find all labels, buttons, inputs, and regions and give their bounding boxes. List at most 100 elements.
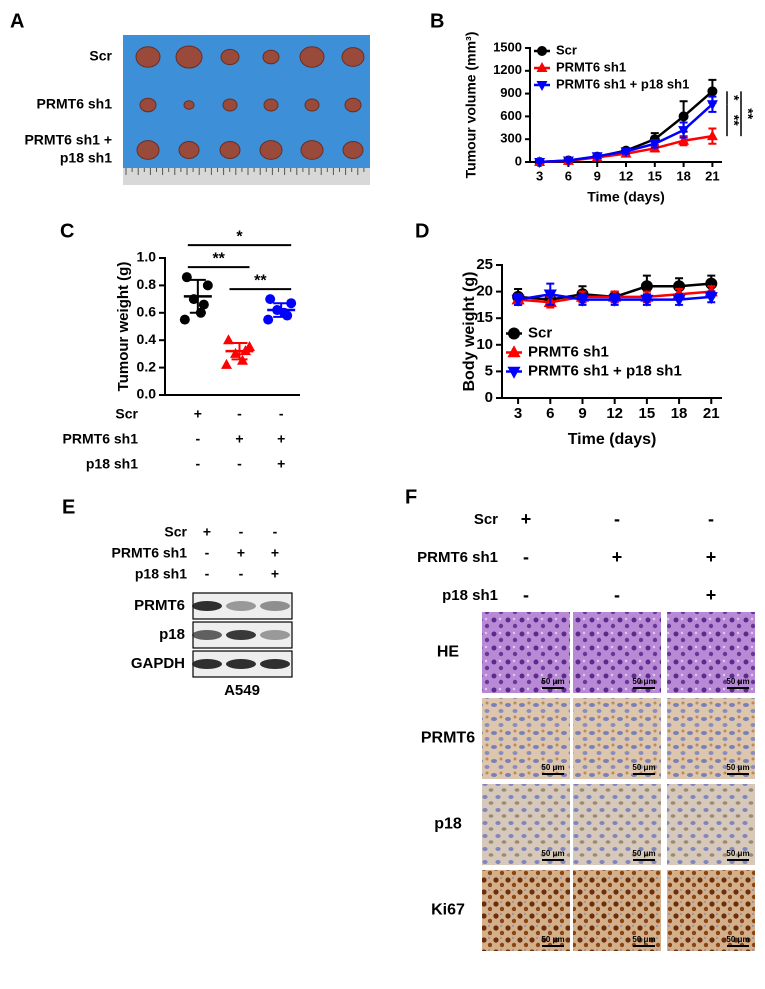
condition-sign: +: [277, 431, 285, 447]
panel-letter: E: [62, 496, 75, 518]
marker: [181, 272, 192, 283]
tumour: [344, 97, 362, 113]
ihc-image: [482, 784, 570, 865]
x-tick-label: 15: [648, 168, 662, 183]
marker: [608, 294, 622, 307]
blot-band: [226, 659, 256, 669]
band-label: p18: [159, 626, 185, 643]
legend-marker: [507, 345, 521, 358]
significance-label: **: [212, 250, 225, 267]
marker: [620, 147, 632, 158]
y-tick-label: 0: [485, 389, 493, 406]
marker: [672, 294, 686, 307]
condition-sign: -: [205, 545, 210, 561]
marker: [237, 354, 248, 365]
scale-bar-label: 50 μm: [541, 763, 564, 772]
scale-bar-label: 50 μm: [541, 677, 564, 686]
condition-label: Scr: [474, 511, 498, 528]
y-tick-label: 0: [515, 153, 522, 168]
condition-sign: -: [273, 524, 278, 540]
stain-label: HE: [437, 644, 460, 661]
condition-sign: -: [708, 509, 714, 529]
marker: [230, 347, 241, 358]
tumour: [341, 47, 365, 67]
marker: [562, 156, 574, 167]
x-tick-label: 18: [671, 405, 688, 422]
condition-sign: -: [239, 566, 244, 582]
x-tick-label: 6: [565, 168, 572, 183]
panel-letter: D: [415, 220, 429, 242]
stain-label: PRMT6: [421, 730, 475, 747]
x-axis-label: Time (days): [587, 189, 665, 205]
marker: [534, 158, 546, 168]
x-tick-label: 15: [639, 405, 656, 422]
y-tick-label: 15: [476, 309, 493, 326]
condition-sign: -: [205, 566, 210, 582]
stain-label: p18: [434, 816, 462, 833]
condition-label: PRMT6 sh1: [417, 549, 498, 566]
y-tick-label: 1500: [493, 39, 522, 54]
legend-label: PRMT6 sh1 + p18 sh1: [556, 76, 689, 91]
marker: [221, 358, 232, 369]
band-label: PRMT6: [134, 597, 185, 614]
condition-label: p18 sh1: [442, 587, 498, 604]
x-tick-label: 21: [703, 405, 720, 422]
condition-sign: -: [523, 585, 529, 605]
legend-marker: [507, 366, 521, 379]
y-tick-label: 0.4: [137, 331, 157, 347]
condition-sign: +: [277, 456, 285, 472]
y-tick-label: 1.0: [137, 249, 157, 265]
blot-band: [260, 601, 290, 611]
x-tick-label: 9: [594, 168, 601, 183]
condition-sign: +: [612, 547, 623, 567]
y-tick-label: 1200: [493, 62, 522, 77]
marker: [706, 130, 718, 141]
ihc-image: [573, 870, 661, 951]
ihc-image: [573, 784, 661, 865]
condition-sign: -: [195, 431, 200, 447]
scale-bar-label: 50 μm: [632, 763, 655, 772]
scale-bar-label: 50 μm: [726, 849, 749, 858]
marker: [511, 294, 525, 307]
blot-band: [260, 659, 290, 669]
y-tick-label: 25: [476, 256, 493, 273]
condition-sign: +: [237, 545, 245, 561]
panel-letter: A: [10, 10, 24, 32]
condition-label: PRMT6 sh1: [63, 431, 139, 447]
marker: [640, 280, 653, 293]
condition-sign: +: [194, 406, 202, 422]
y-tick-label: 0.8: [137, 276, 157, 292]
x-tick-label: 18: [676, 168, 690, 183]
legend-marker: [536, 81, 548, 91]
blot-band: [260, 630, 290, 640]
stain-label: Ki67: [431, 902, 465, 919]
blot-band: [226, 601, 256, 611]
panel-letter: C: [60, 220, 74, 242]
blot-band: [192, 659, 222, 669]
scale-bar-label: 50 μm: [726, 677, 749, 686]
marker: [706, 100, 718, 111]
scale-bar-label: 50 μm: [632, 677, 655, 686]
legend-label: PRMT6 sh1: [556, 59, 626, 74]
y-tick-label: 300: [500, 131, 522, 146]
group-label: PRMT6 sh1: [37, 96, 113, 112]
condition-sign: -: [237, 456, 242, 472]
y-axis-label: Tumour weight (g): [115, 262, 132, 392]
significance-label: **: [740, 108, 756, 119]
marker: [678, 111, 689, 122]
ihc-image: [667, 870, 755, 951]
marker: [678, 126, 690, 137]
condition-label: p18 sh1: [135, 566, 187, 582]
x-tick-label: 12: [606, 405, 623, 422]
condition-sign: +: [706, 585, 717, 605]
scale-bar-label: 50 μm: [541, 849, 564, 858]
condition-sign: +: [271, 566, 279, 582]
scale-bar-label: 50 μm: [632, 935, 655, 944]
tumour: [135, 46, 161, 68]
y-tick-label: 5: [485, 362, 493, 379]
significance-label: **: [726, 115, 742, 126]
marker: [678, 134, 690, 145]
tumour: [304, 98, 320, 112]
group-label: PRMT6 sh1 +: [24, 132, 112, 148]
